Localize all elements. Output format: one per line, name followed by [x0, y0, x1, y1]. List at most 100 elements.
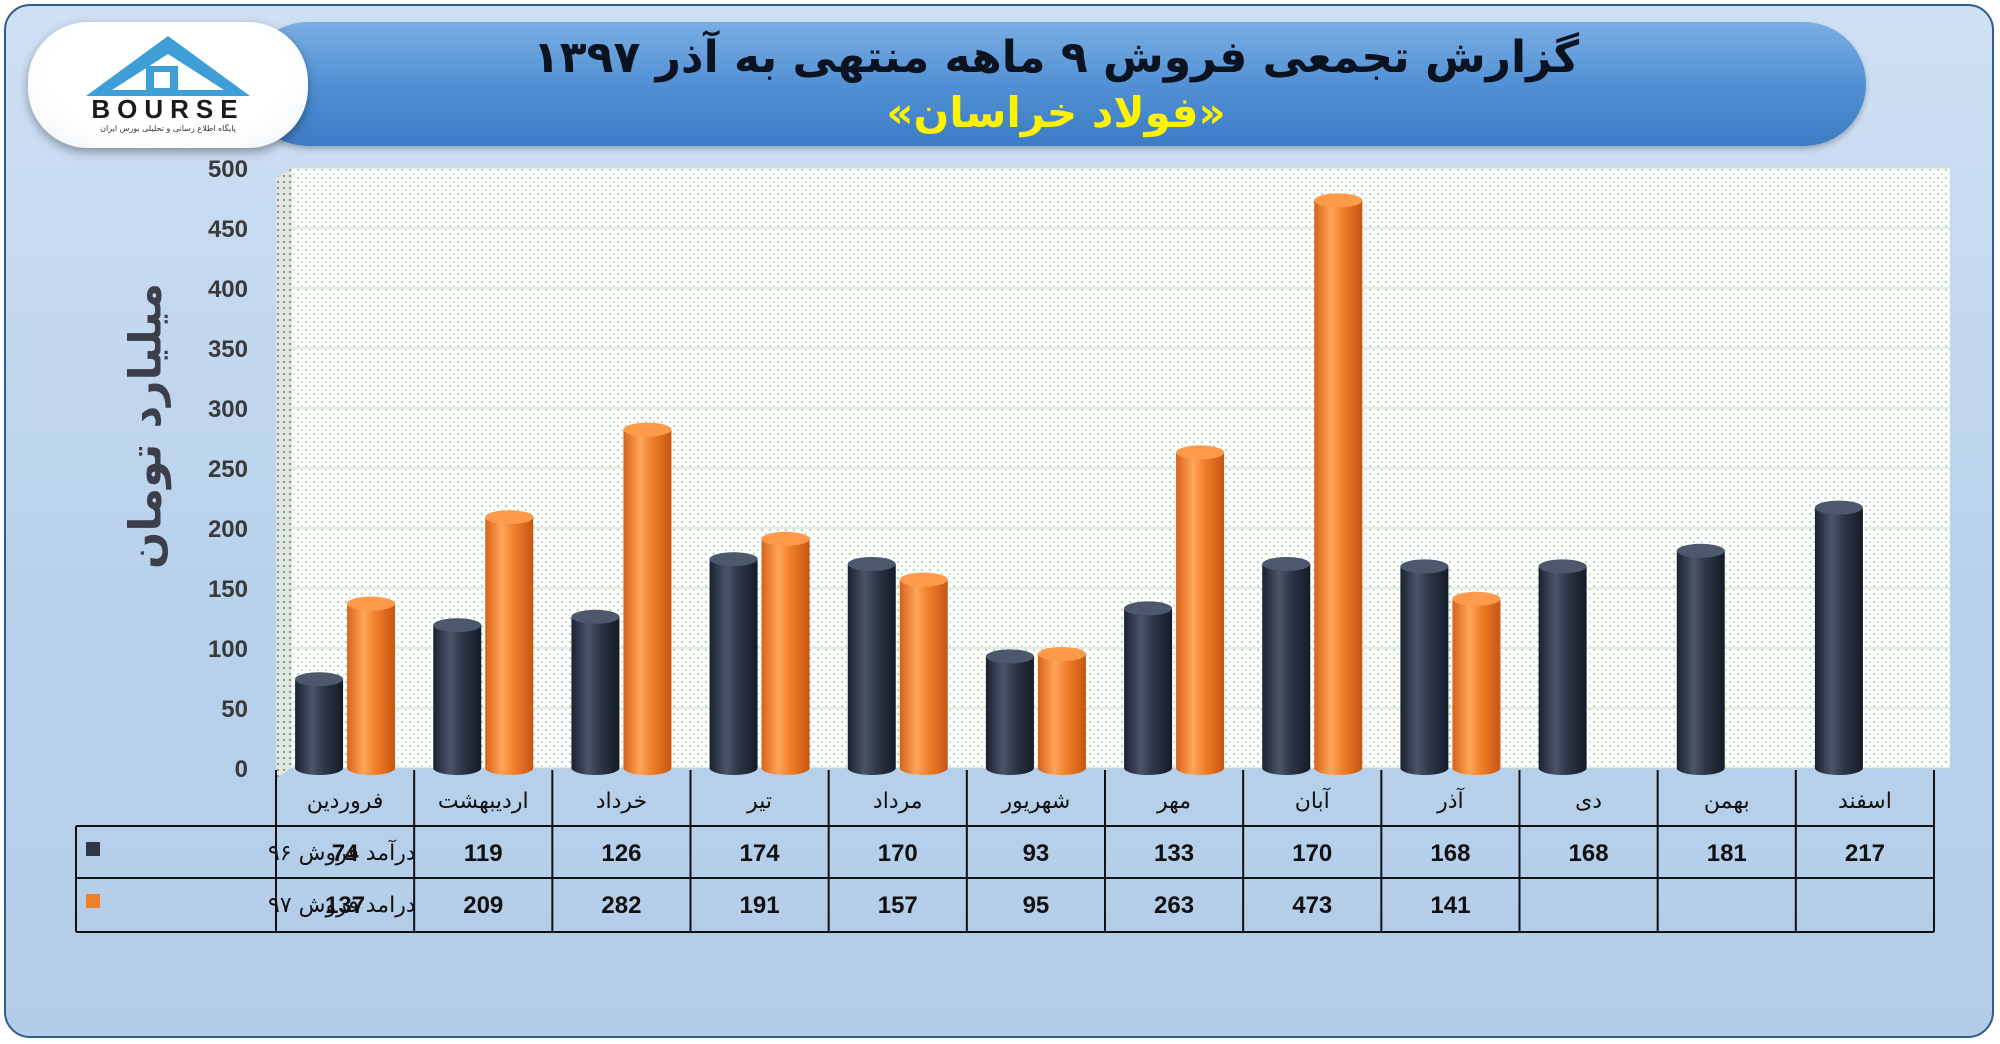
bar-cap: [347, 596, 396, 611]
data-label: 119: [464, 840, 503, 867]
logo-mark-icon: [86, 36, 250, 96]
bar-cap: [1262, 557, 1311, 571]
data-label: 133: [1154, 840, 1194, 867]
bar-body: [1452, 598, 1501, 776]
y-tick-label: 500: [208, 156, 248, 183]
y-tick-label: 150: [208, 576, 248, 603]
data-label: 263: [1154, 892, 1194, 919]
data-label: 93: [1023, 840, 1050, 867]
legend-label: درآمد فروش ۹۶: [268, 839, 416, 866]
bourse-logo: BOURSE پایگاه اطلاع رسانی و تحلیلی بورس …: [28, 22, 308, 148]
data-label: 191: [740, 892, 780, 919]
data-label: 126: [601, 840, 641, 867]
bar-cap: [1314, 193, 1363, 208]
bar-body: [847, 564, 896, 776]
x-tick-label: آذر: [1436, 787, 1464, 814]
x-tick-label: فروردین: [307, 789, 384, 814]
bar-body: [623, 429, 672, 776]
data-label: 168: [1430, 840, 1470, 867]
data-label: 74: [332, 840, 359, 867]
bar-96: [571, 609, 620, 776]
bar-cap: [985, 649, 1034, 664]
legend-swatch: [86, 894, 100, 908]
data-label: 170: [1292, 840, 1332, 867]
bar-97: [1452, 591, 1501, 776]
x-tick-label: بهمن: [1704, 789, 1750, 814]
data-label: 174: [740, 840, 781, 867]
bar-97: [899, 572, 948, 776]
data-label: 170: [878, 840, 918, 867]
bar-body: [1538, 566, 1587, 776]
x-tick-label: مرداد: [873, 789, 923, 814]
bar-body: [1676, 550, 1725, 776]
bar-96: [1814, 500, 1863, 776]
data-label: 168: [1569, 840, 1609, 867]
data-label: 282: [601, 892, 641, 919]
x-tick-label: اسفند: [1838, 789, 1892, 814]
y-tick-label: 300: [208, 396, 248, 423]
bar-97: [485, 510, 534, 776]
bar-body: [295, 679, 344, 776]
bar-body: [899, 579, 948, 776]
bar-cap: [1676, 543, 1725, 558]
legend-swatch: [86, 842, 100, 856]
bar-body: [1814, 507, 1863, 776]
bar-cap: [1037, 647, 1086, 661]
bar-96: [709, 552, 758, 776]
bar-97: [623, 422, 672, 776]
bar-cap: [295, 672, 344, 687]
bar-96: [295, 672, 344, 776]
bar-cap: [709, 552, 758, 567]
bar-cap: [847, 557, 896, 571]
y-tick-label: 100: [208, 636, 248, 663]
bar-body: [347, 603, 396, 776]
y-tick-label: 450: [208, 216, 248, 243]
side-wall: [276, 168, 292, 778]
chart-title: گزارش تجمعی فروش ۹ ماهه منتهی به آذر ۱۳۹…: [532, 32, 1580, 83]
y-tick-label: 50: [221, 696, 248, 723]
bar-97: [347, 596, 396, 776]
x-tick-label: اردیبهشت: [438, 789, 529, 814]
bar-97: [1176, 445, 1225, 776]
data-label: 181: [1707, 840, 1747, 867]
bar-body: [485, 517, 534, 776]
title-banner: گزارش تجمعی فروش ۹ ماهه منتهی به آذر ۱۳۹…: [246, 22, 1866, 146]
bar-96: [1676, 543, 1725, 776]
chart-subtitle: «فولاد خراسان»: [886, 88, 1226, 137]
bar-96: [1124, 601, 1173, 776]
bar-body: [1400, 566, 1449, 776]
bar-cap: [485, 510, 534, 525]
y-tick-label: 350: [208, 336, 248, 363]
bar-96: [985, 649, 1034, 775]
bar-96: [433, 618, 482, 776]
bar-cap: [1452, 591, 1501, 606]
data-label: 157: [878, 892, 918, 919]
data-label: 141: [1430, 892, 1470, 919]
bar-body: [1037, 654, 1086, 776]
bar-cap: [623, 422, 672, 437]
bar-body: [433, 625, 482, 776]
bar-96: [1262, 557, 1311, 776]
bar-body: [761, 538, 810, 776]
x-tick-label: خرداد: [596, 789, 647, 814]
legend-label: درامد فروش ۹۷: [268, 893, 416, 918]
bar-cap: [1814, 500, 1863, 515]
data-label: 95: [1023, 892, 1050, 919]
bar-body: [1314, 200, 1363, 776]
y-tick-label: 250: [208, 456, 248, 483]
logo-subtitle: پایگاه اطلاع رسانی و تحلیلی بورس ایران: [100, 124, 236, 133]
logo-text: BOURSE: [91, 94, 245, 124]
bar-body: [1262, 564, 1311, 776]
bar-body: [985, 656, 1034, 775]
bar-97: [1314, 193, 1363, 776]
bar-97: [1037, 647, 1086, 776]
data-label: 137: [325, 892, 365, 919]
bar-cap: [1124, 601, 1173, 616]
y-tick-label: 200: [208, 516, 248, 543]
bar-body: [1176, 452, 1225, 776]
x-tick-label: تیر: [746, 789, 772, 814]
bar-96: [1538, 559, 1587, 776]
bar-body: [1124, 608, 1173, 776]
bar-cap: [1176, 445, 1225, 460]
data-label: 217: [1845, 840, 1885, 867]
